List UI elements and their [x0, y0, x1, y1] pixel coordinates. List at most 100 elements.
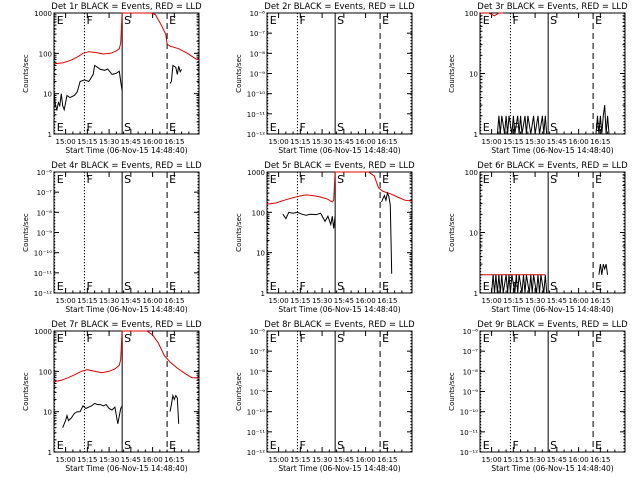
y-axis-label: Counts/sec	[235, 372, 243, 411]
marker-label-bottom: E	[57, 439, 64, 452]
x-axis-label: Start Time (06-Nov-15 14:48:40)	[65, 146, 187, 155]
x-tick-label: 15:00	[56, 138, 76, 146]
y-tick-label: 1	[48, 449, 52, 457]
y-axis-label: Counts/sec	[448, 54, 456, 93]
marker-label-top: E	[382, 332, 389, 345]
panel-title: Det 2r BLACK = Events, RED = LLD	[264, 2, 415, 12]
marker-label-top: F	[86, 14, 92, 27]
y-tick-label: 10	[43, 91, 52, 99]
y-tick-label: 10⁻⁹	[37, 230, 53, 238]
marker-label-bottom: E	[483, 280, 490, 293]
plot-frame	[479, 330, 626, 453]
marker-label-top: E	[270, 173, 277, 186]
x-tick-label: 15:15	[77, 297, 97, 305]
x-tick-label: 15:45	[547, 138, 567, 146]
marker-label-bottom: E	[483, 439, 490, 452]
y-tick-label: 10⁻⁸	[250, 368, 266, 376]
y-tick-label: 10⁻⁶	[250, 10, 266, 18]
x-tick-label: 15:00	[269, 297, 289, 305]
events-series-line	[53, 64, 123, 112]
y-tick-label: 10⁻⁷	[37, 189, 53, 197]
lld-series-line	[480, 12, 504, 17]
y-tick-label: 10	[256, 250, 265, 258]
detector-panel-7: Det 7r BLACK = Events, RED = LLD 1 10 100 10…	[22, 320, 202, 473]
marker-label-bottom: E	[169, 121, 176, 134]
lld-series-line	[53, 12, 200, 65]
y-tick-label: 1	[48, 131, 52, 139]
x-tick-label: 15:00	[56, 456, 76, 464]
events-series-line	[598, 263, 609, 275]
y-tick-label: 10⁻⁹	[463, 389, 479, 397]
detector-panel-3: Det 3r BLACK = Events, RED = LLD 1 10 100 15…	[448, 2, 628, 155]
x-tick-label: 15:00	[482, 456, 502, 464]
x-tick-label: 16:15	[164, 138, 184, 146]
x-tick-label: 15:45	[334, 138, 354, 146]
detector-panel-2: Det 2r BLACK = Events, RED = LLD 10⁻¹² 10⁻…	[235, 2, 415, 155]
y-tick-label: 100	[465, 169, 478, 177]
marker-label-top: E	[483, 332, 490, 345]
marker-label-bottom: S	[124, 121, 131, 134]
x-tick-label: 16:00	[569, 297, 589, 305]
y-tick-label: 10⁻¹⁰	[34, 250, 52, 258]
marker-label-bottom: E	[595, 439, 602, 452]
x-tick-label: 15:00	[269, 456, 289, 464]
marker-label-bottom: S	[550, 121, 557, 134]
x-tick-label: 16:00	[143, 456, 163, 464]
marker-label-bottom: F	[86, 121, 92, 134]
y-tick-label: 1000	[34, 10, 52, 18]
x-tick-label: 15:15	[290, 297, 310, 305]
marker-label-top: E	[57, 14, 64, 27]
marker-label-bottom: E	[57, 280, 64, 293]
x-tick-label: 15:30	[312, 456, 332, 464]
x-tick-label: 15:45	[547, 456, 567, 464]
x-tick-label: 15:30	[312, 138, 332, 146]
marker-label-top: S	[337, 332, 344, 345]
plot-frame	[53, 330, 200, 453]
events-series-line	[169, 64, 183, 84]
x-tick-label: 16:15	[590, 138, 610, 146]
x-tick-label: 15:30	[525, 297, 545, 305]
lld-series-line	[53, 330, 200, 383]
x-tick-label: 16:00	[356, 297, 376, 305]
y-tick-label: 10⁻⁸	[250, 50, 266, 58]
panel-title: Det 4r BLACK = Events, RED = LLD	[51, 161, 202, 171]
marker-label-bottom: F	[299, 121, 305, 134]
y-tick-label: 10⁻⁶	[463, 328, 479, 336]
marker-label-bottom: S	[550, 439, 557, 452]
x-tick-label: 15:00	[482, 297, 502, 305]
y-tick-label: 10⁻¹⁰	[247, 91, 265, 99]
marker-label-bottom: S	[550, 280, 557, 293]
y-axis-label: Counts/sec	[235, 54, 243, 93]
y-tick-label: 10⁻⁹	[250, 389, 266, 397]
marker-label-top: F	[512, 173, 518, 186]
panel-title: Det 6r BLACK = Events, RED = LLD	[477, 161, 628, 171]
detector-panel-4: Det 4r BLACK = Events, RED = LLD 10⁻¹² 10⁻…	[22, 161, 202, 314]
detector-panel-8: Det 8r BLACK = Events, RED = LLD 10⁻¹² 10⁻…	[235, 320, 415, 473]
events-series-line	[496, 115, 548, 135]
marker-label-bottom: F	[299, 439, 305, 452]
x-tick-label: 16:15	[164, 297, 184, 305]
plot-frame	[266, 12, 413, 135]
marker-label-top: F	[299, 332, 305, 345]
x-tick-label: 16:00	[356, 456, 376, 464]
marker-label-bottom: E	[57, 121, 64, 134]
x-tick-label: 16:15	[377, 138, 397, 146]
events-series-line	[62, 402, 123, 428]
y-axis-label: Counts/sec	[22, 372, 30, 411]
events-series-line	[381, 191, 393, 274]
marker-label-bottom: E	[382, 280, 389, 293]
x-axis-label: Start Time (06-Nov-15 14:48:40)	[65, 464, 187, 473]
marker-label-top: S	[550, 332, 557, 345]
x-tick-label: 15:15	[503, 138, 523, 146]
x-tick-label: 15:15	[503, 297, 523, 305]
y-tick-label: 10⁻¹¹	[460, 429, 478, 437]
marker-label-top: S	[124, 332, 131, 345]
x-axis-label: Start Time (06-Nov-15 14:48:40)	[278, 146, 400, 155]
marker-label-top: S	[550, 173, 557, 186]
marker-label-bottom: E	[270, 121, 277, 134]
y-tick-label: 1	[474, 290, 478, 298]
marker-label-top: F	[512, 332, 518, 345]
x-tick-label: 16:15	[164, 456, 184, 464]
marker-label-top: F	[299, 14, 305, 27]
